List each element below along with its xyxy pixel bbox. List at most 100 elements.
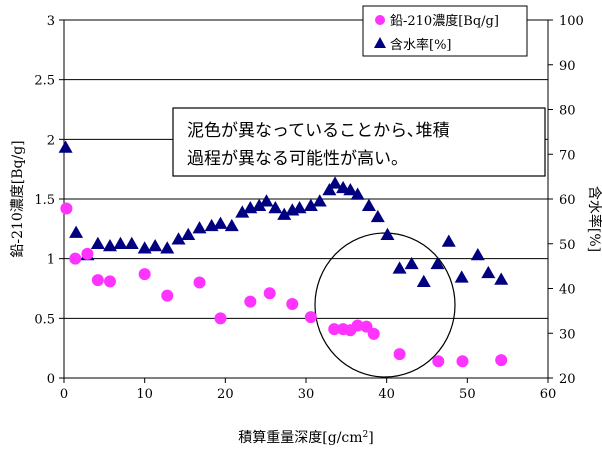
x-tick-label: 30 <box>298 387 315 402</box>
water-content-point <box>102 238 117 252</box>
water-content-point <box>343 183 358 196</box>
water-content-point <box>454 270 469 283</box>
right-axis-ticks: 20 30 40 50 60 70 80 90 100 <box>548 14 584 387</box>
water-content-point <box>160 241 175 254</box>
water-content-point <box>430 256 445 270</box>
water-content-point <box>213 216 228 229</box>
right-tick-label: 40 <box>559 283 576 298</box>
right-tick-label: 70 <box>559 148 576 163</box>
water-content-point <box>322 183 337 196</box>
lead210-point <box>304 311 317 324</box>
water-content-point <box>303 198 318 211</box>
lead210-point <box>69 252 82 265</box>
left-tick-label: 3 <box>47 14 55 29</box>
lead210-point <box>367 327 380 340</box>
right-tick-label: 100 <box>559 14 584 29</box>
lead210-point <box>138 268 151 281</box>
water-content-point <box>181 227 196 241</box>
left-tick-label: 0.5 <box>34 312 55 327</box>
right-tick-label: 60 <box>559 193 576 208</box>
water-content-point <box>328 176 343 189</box>
water-content-point <box>350 187 365 200</box>
water-content-point <box>277 207 292 220</box>
water-content-point <box>58 140 73 153</box>
legend-label-lead: 鉛-210濃度[Bq/g] <box>390 13 499 29</box>
annotation-text-line1: 泥色が異なっていることから､堆積 <box>187 121 450 141</box>
water-content-point <box>494 272 509 285</box>
lead210-point <box>60 202 73 215</box>
water-content-point <box>404 256 419 270</box>
legend-label-water: 含水率[%] <box>390 37 452 53</box>
left-tick-label: 1 <box>47 253 55 268</box>
lead210-point <box>495 354 508 367</box>
water-content-point <box>268 200 283 214</box>
water-content-point <box>137 241 152 254</box>
water-content-point <box>171 232 186 245</box>
data-series <box>58 140 509 368</box>
lead210-point <box>81 247 94 260</box>
water-content-point <box>392 261 407 274</box>
right-tick-label: 30 <box>559 327 576 342</box>
lead210-point <box>244 295 257 308</box>
water-content-point <box>69 225 84 238</box>
right-tick-label: 80 <box>559 104 576 119</box>
lead210-point <box>328 323 341 336</box>
x-tick-label: 60 <box>540 387 557 402</box>
lead210-point <box>214 312 227 325</box>
water-content-point <box>192 221 207 234</box>
water-content-point <box>259 194 274 207</box>
left-tick-label: 1.5 <box>34 193 55 208</box>
x-axis-title: 積算重量深度[g/cm2] <box>238 430 373 446</box>
water-content-point <box>235 205 250 218</box>
legend-box <box>362 5 528 57</box>
water-content-point <box>470 247 485 261</box>
highlight-ellipse <box>314 232 456 378</box>
lead210-point <box>193 276 206 289</box>
legend: 鉛-210濃度[Bq/g] 含水率[%] <box>362 5 528 57</box>
water-content-point <box>370 209 385 223</box>
x-axis-ticks: 0 10 20 30 40 50 60 <box>60 378 556 402</box>
water-content-point <box>380 227 395 241</box>
water-content-point <box>361 198 376 211</box>
water-content-point <box>124 236 139 249</box>
water-content-point <box>416 274 431 288</box>
grid-lines <box>64 19 548 379</box>
lead210-point <box>103 275 116 288</box>
x-tick-label: 10 <box>136 387 153 402</box>
legend-marker-water <box>374 37 386 48</box>
water-content-point <box>312 194 327 207</box>
water-content-point <box>224 218 239 232</box>
left-tick-label: 2.5 <box>34 74 55 89</box>
water-content-point <box>441 234 456 247</box>
lead210-point <box>393 348 406 361</box>
right-tick-label: 50 <box>559 238 576 253</box>
water-content-point <box>113 236 128 249</box>
lead210-point <box>351 319 364 332</box>
annotation-box <box>172 107 546 177</box>
x-tick-label: 40 <box>378 387 395 402</box>
lead210-point <box>432 355 445 368</box>
lead210-point <box>263 287 276 300</box>
lead210-point <box>286 298 299 311</box>
y-axis-right-title: 含水率[%] <box>586 186 602 252</box>
legend-marker-lead <box>375 15 385 25</box>
water-content-point <box>90 236 105 249</box>
water-content-point <box>481 265 496 279</box>
annotation-text-line2: 過程が異なる可能性が高い。 <box>187 149 408 169</box>
x-axis-title-suffix: ] <box>368 430 373 446</box>
right-tick-label: 90 <box>559 59 576 74</box>
water-content-point <box>252 198 267 211</box>
lead210-point <box>456 355 469 368</box>
left-axis-ticks: 0 0.5 1 1.5 2 2.5 3 <box>34 14 64 387</box>
left-tick-label: 2 <box>47 133 55 148</box>
lead210-point <box>161 289 174 302</box>
x-axis-title-main: 積算重量深度[g/cm <box>238 430 362 446</box>
x-tick-label: 20 <box>217 387 234 402</box>
water-content-point <box>148 238 163 252</box>
x-axis-title-superscript: 2 <box>363 430 369 440</box>
x-tick-label: 50 <box>459 387 476 402</box>
x-tick-label: 0 <box>60 387 68 402</box>
left-tick-label: 0 <box>47 372 55 387</box>
water-content-point <box>292 200 307 214</box>
